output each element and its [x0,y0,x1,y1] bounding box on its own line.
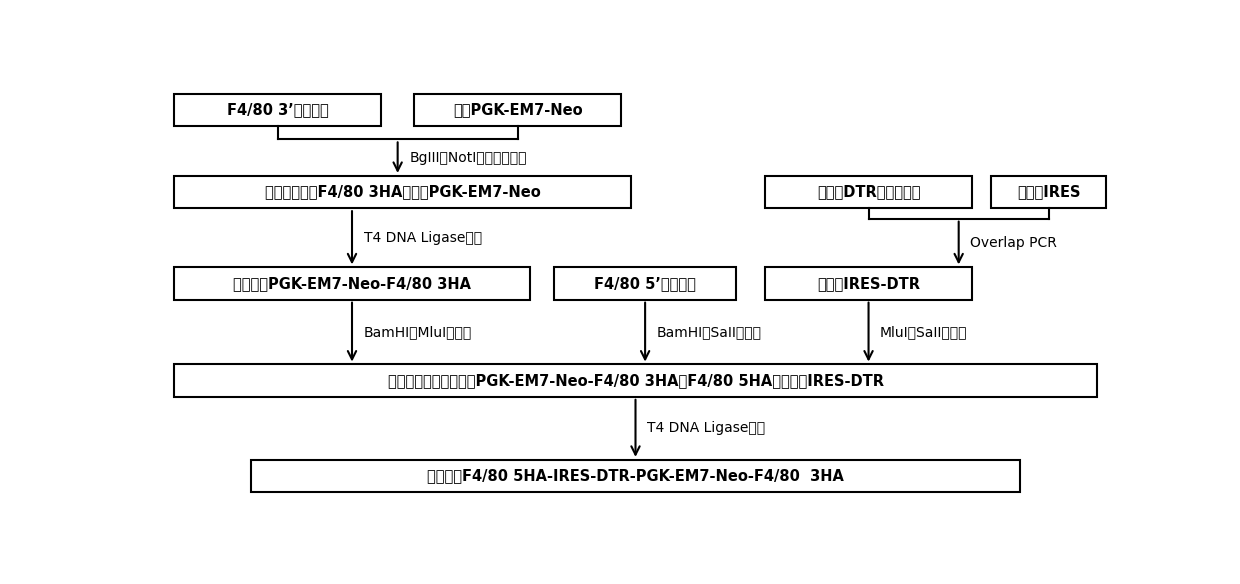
FancyBboxPatch shape [765,267,972,300]
FancyBboxPatch shape [250,460,1019,492]
Text: MluI、SaII双酵切: MluI、SaII双酵切 [880,325,967,339]
FancyBboxPatch shape [174,176,631,208]
Text: 中间载体PGK-EM7-Neo-F4/80 3HA: 中间载体PGK-EM7-Neo-F4/80 3HA [233,276,471,291]
Text: 载体PGK-EM7-Neo: 载体PGK-EM7-Neo [453,103,583,117]
Text: 带粘性末端的中间载体PGK-EM7-Neo-F4/80 3HA、F4/80 5HA和外源基IRES-DTR: 带粘性末端的中间载体PGK-EM7-Neo-F4/80 3HA、F4/80 5H… [387,373,883,388]
Text: Overlap PCR: Overlap PCR [970,236,1056,250]
FancyBboxPatch shape [174,94,381,126]
FancyBboxPatch shape [174,364,1096,397]
Text: 外源基DTR（可替换）: 外源基DTR（可替换） [817,185,920,200]
Text: F4/80 3’妁同源臂: F4/80 3’妁同源臂 [227,103,329,117]
Text: BamHI、MluI双酵切: BamHI、MluI双酵切 [363,325,471,339]
FancyBboxPatch shape [414,94,621,126]
Text: BgIII、NotI双酵切并回收: BgIII、NotI双酵切并回收 [409,151,527,165]
Text: 带粘性末端的F4/80 3HA和载体PGK-EM7-Neo: 带粘性末端的F4/80 3HA和载体PGK-EM7-Neo [264,185,541,200]
FancyBboxPatch shape [174,267,529,300]
FancyBboxPatch shape [554,267,737,300]
Text: 外源基IRES-DTR: 外源基IRES-DTR [817,276,920,291]
FancyBboxPatch shape [991,176,1106,208]
Text: 打靠载体F4/80 5HA-IRES-DTR-PGK-EM7-Neo-F4/80  3HA: 打靠载体F4/80 5HA-IRES-DTR-PGK-EM7-Neo-F4/80… [427,468,844,484]
FancyBboxPatch shape [765,176,972,208]
Text: 外源基IRES: 外源基IRES [1017,185,1080,200]
Text: T4 DNA Ligase连接: T4 DNA Ligase连接 [647,421,765,435]
Text: T4 DNA Ligase连接: T4 DNA Ligase连接 [363,231,481,245]
Text: BamHI、SaII双酵切: BamHI、SaII双酵切 [657,325,761,339]
Text: F4/80 5’妁同源臂: F4/80 5’妁同源臂 [594,276,696,291]
